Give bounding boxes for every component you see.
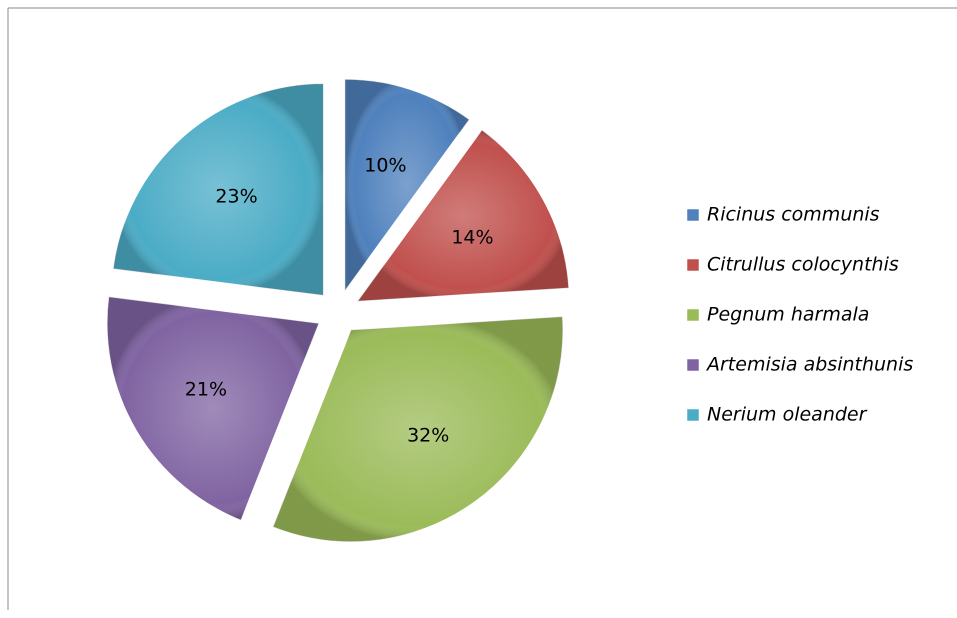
legend-swatch <box>686 408 700 422</box>
legend-label: Pegnum harmala <box>707 304 869 326</box>
data-label: 23% <box>215 185 257 207</box>
data-label: 10% <box>364 155 406 177</box>
slice-shade <box>357 129 569 302</box>
legend-swatch <box>686 308 700 322</box>
data-label: 14% <box>451 227 493 249</box>
slice-shade <box>107 296 320 521</box>
data-label: 21% <box>185 379 227 401</box>
data-label: 32% <box>407 425 449 447</box>
slice-shade <box>344 79 470 292</box>
legend-swatch <box>686 358 700 372</box>
legend-swatch <box>686 258 700 272</box>
legend-label: Artemisia absinthunis <box>705 354 913 376</box>
legend-label: Citrullus colocynthis <box>707 254 899 276</box>
legend-label: Nerium oleander <box>707 404 868 426</box>
slice-shade <box>272 316 563 542</box>
slice-shade <box>113 83 324 296</box>
legend-swatch <box>686 208 700 222</box>
legend-label: Ricinus communis <box>707 204 880 226</box>
